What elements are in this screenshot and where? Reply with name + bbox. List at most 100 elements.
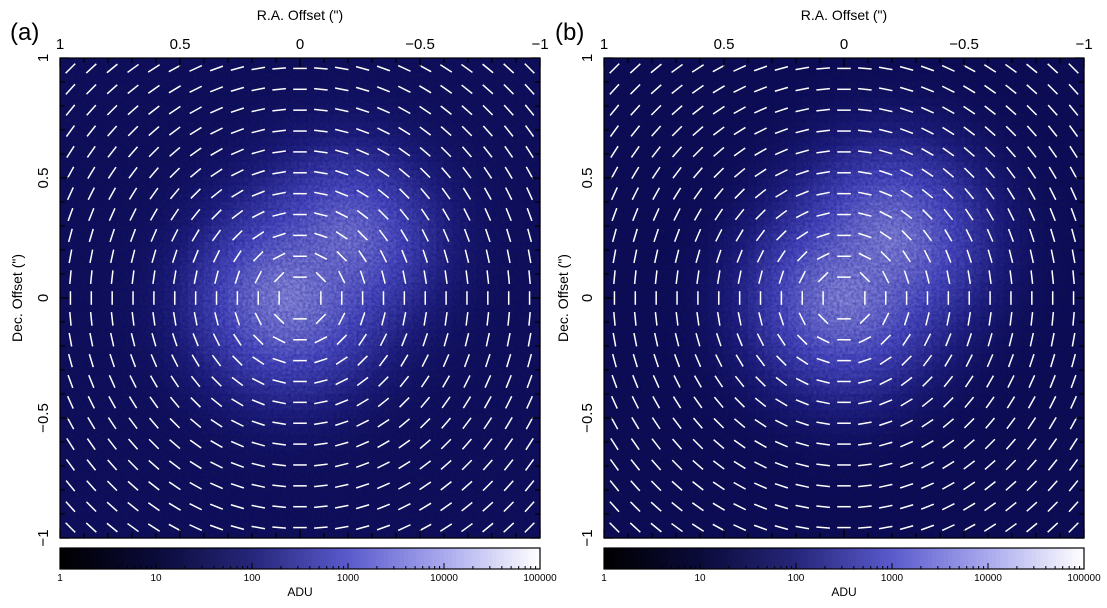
colorbar-segment <box>404 548 409 569</box>
colorbar-segment <box>272 548 277 569</box>
polarization-vector <box>230 65 245 71</box>
polarization-vector <box>334 87 349 92</box>
x-tick-label: −0.5 <box>405 36 435 53</box>
polarization-vector <box>335 356 348 366</box>
polarization-vector <box>129 375 137 388</box>
polarization-vector <box>524 104 535 116</box>
polarization-vector <box>441 167 452 179</box>
polarization-vector <box>315 271 327 283</box>
colorbar-segment <box>244 548 249 569</box>
polarization-vector <box>251 525 266 530</box>
polarization-vector <box>314 87 328 91</box>
polarization-vector <box>376 524 391 531</box>
polarization-vector <box>482 459 493 471</box>
polarization-vector <box>232 250 242 263</box>
polarization-vector <box>251 210 265 219</box>
polarization-vector <box>107 125 118 137</box>
polarization-vector <box>355 127 370 135</box>
polarization-vector <box>376 86 391 93</box>
polarization-vector <box>231 189 244 198</box>
polarization-vector <box>107 459 118 471</box>
polarization-vector <box>210 397 223 408</box>
colorbar-segment <box>380 548 385 569</box>
polarization-vector <box>397 524 411 532</box>
polarization-vector <box>128 417 138 430</box>
polarization-vector <box>482 480 494 492</box>
colorbar-segment <box>416 548 421 569</box>
polarization-vector <box>528 270 531 284</box>
polarization-vector <box>524 501 535 513</box>
polarization-vector <box>189 85 203 94</box>
polarization-vector <box>419 417 431 429</box>
polarization-vector <box>252 230 265 240</box>
x-tick-label: 0.5 <box>170 36 191 53</box>
polarization-vector <box>168 105 181 115</box>
colorbar-segment <box>152 548 157 569</box>
polarization-vector <box>314 252 328 260</box>
polarization-vector <box>381 312 386 326</box>
polarization-vector <box>527 228 533 243</box>
polarization-vector <box>89 270 93 284</box>
polarization-vector <box>189 106 202 115</box>
polarization-vector <box>483 438 493 450</box>
polarization-vector <box>85 63 97 74</box>
colorbar-segment <box>236 548 241 569</box>
polarization-vector <box>442 354 450 368</box>
polarization-vector <box>230 525 245 531</box>
polarization-vector <box>401 333 408 347</box>
polarization-vector <box>358 333 368 346</box>
polarization-vector <box>482 104 494 116</box>
colorbar-segment <box>136 548 141 569</box>
polarization-vector <box>398 147 411 157</box>
colorbar-segment <box>264 548 269 569</box>
polarization-vector <box>357 230 368 241</box>
polarization-vector <box>127 459 139 471</box>
polarization-vector <box>355 107 370 114</box>
polarization-vector <box>314 421 328 426</box>
colorbar-segment <box>196 548 201 569</box>
polarization-vector <box>439 523 453 532</box>
polarization-vector <box>107 438 117 450</box>
polarization-vector <box>336 334 348 346</box>
polarization-vector <box>376 65 391 72</box>
polarization-vector <box>209 524 224 531</box>
polarization-vector <box>129 228 137 243</box>
colorbar-segment <box>76 548 81 569</box>
polarization-vector <box>356 148 370 156</box>
polarization-vector <box>335 169 349 176</box>
polarization-vector <box>503 125 514 137</box>
polarization-vector <box>127 84 139 95</box>
polarization-vector <box>526 187 534 201</box>
polarization-vector <box>335 399 349 406</box>
colorbar-segment <box>240 548 245 569</box>
colorbar-segment <box>64 548 69 569</box>
polarization-vector <box>128 166 138 179</box>
colorbar-segment <box>484 548 489 569</box>
polarization-vector <box>504 417 513 430</box>
polarization-vector <box>399 375 410 388</box>
polarization-vector <box>251 87 266 92</box>
polarization-vector <box>359 312 366 326</box>
polarization-vector <box>402 270 407 284</box>
polarization-vector <box>169 439 181 450</box>
polarization-vector <box>232 355 243 366</box>
colorbar-segment <box>524 548 529 569</box>
polarization-vector <box>356 419 370 427</box>
polarization-vector <box>172 312 177 326</box>
colorbar-segment <box>372 548 377 569</box>
polarization-vector <box>461 63 473 74</box>
polarization-vector <box>189 147 202 157</box>
x-tick-label: −1 <box>531 36 548 53</box>
polarization-vector <box>108 208 116 222</box>
polarization-vector <box>109 332 115 347</box>
polarization-vector <box>272 336 286 344</box>
colorbar-segment <box>400 548 405 569</box>
polarization-vector <box>251 107 266 113</box>
polarization-vector <box>462 166 472 179</box>
polarization-vector <box>314 526 328 529</box>
polarization-vector <box>440 438 452 450</box>
colorbar-segment <box>180 548 185 569</box>
colorbar-segment <box>128 548 133 569</box>
polarization-vector <box>191 354 200 367</box>
polarization-vector <box>190 375 201 388</box>
